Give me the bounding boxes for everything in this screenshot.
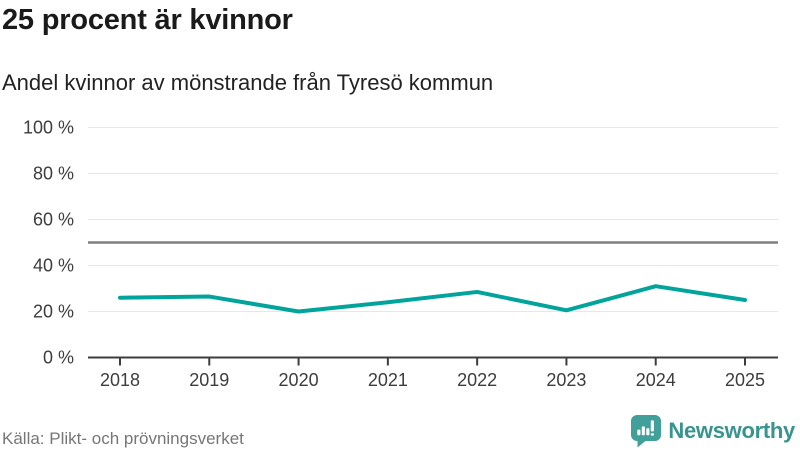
x-tick-label: 2025 [725, 370, 765, 390]
chart-subtitle: Andel kvinnor av mönstrande från Tyresö … [2, 70, 494, 95]
y-tick-label: 0 % [43, 348, 74, 368]
data-line [118, 284, 747, 314]
y-tick-label: 40 % [33, 256, 74, 276]
newsworthy-logo: Newsworthy [631, 414, 795, 448]
bar-chart-speech-bubble-icon [631, 414, 662, 447]
x-tick-label: 2024 [636, 370, 676, 390]
x-tick-label: 2023 [546, 370, 586, 390]
y-tick-label: 100 % [23, 118, 74, 138]
brand-name: Newsworthy [668, 418, 795, 443]
x-tick-label: 2022 [457, 370, 497, 390]
x-tick-label: 2021 [368, 370, 408, 390]
source-text: Källa: Plikt- och prövningsverket [2, 429, 244, 448]
chart-title: 25 procent är kvinnor [2, 4, 293, 36]
x-tick-label: 2018 [100, 370, 140, 390]
y-tick-label: 20 % [33, 302, 74, 322]
x-tick-label: 2019 [189, 370, 229, 390]
y-tick-label: 80 % [33, 164, 74, 184]
y-tick-label: 60 % [33, 210, 74, 230]
line-chart: 2018 2019 2020 2021 2022 2023 2024 2025 0 % 20 % 4… [23, 118, 778, 390]
x-tick-label: 2020 [279, 370, 319, 390]
